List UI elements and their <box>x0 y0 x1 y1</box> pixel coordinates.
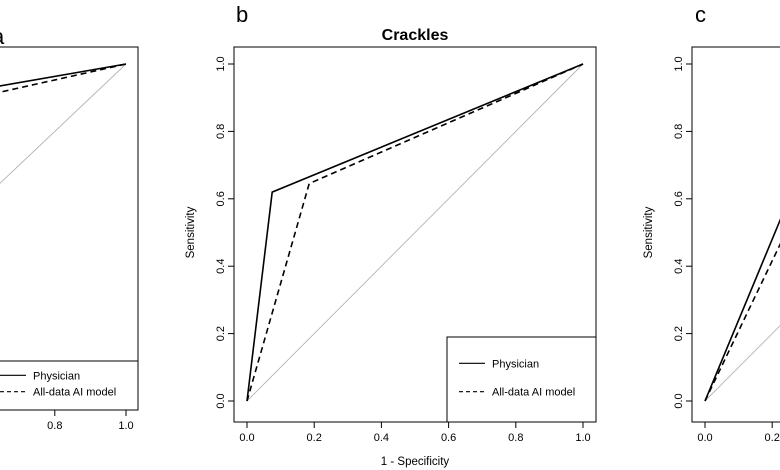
y-tick-label: 0.4 <box>215 259 227 274</box>
y-tick-label: 1.0 <box>673 56 685 71</box>
plot-frame <box>691 46 780 423</box>
roc-curve-ai-model <box>704 242 780 402</box>
y-tick-label: 0.4 <box>673 259 685 274</box>
x-tick-label: 1.0 <box>575 432 590 444</box>
y-tick-label: 0.2 <box>673 326 685 341</box>
roc-curve-ai-model <box>0 63 127 94</box>
chart-title: Crackles <box>382 27 449 44</box>
y-axis-label: Sensitivity <box>643 206 655 258</box>
x-tick-label: 0.8 <box>47 420 62 432</box>
roc-panel-a: 0.8 1.0 a Physician All-data AI model <box>0 24 139 432</box>
legend-box <box>0 360 139 411</box>
x-tick-label: 0.0 <box>239 432 254 444</box>
x-axis-label: 1 - Specificity <box>381 456 450 468</box>
roc-curve-physician <box>704 218 780 402</box>
panel-letter: a <box>0 24 5 49</box>
legend-entry: Physician <box>33 370 80 382</box>
x-tick-label: 0.2 <box>765 432 780 444</box>
plot-frame <box>0 46 139 362</box>
x-tick-label: 0.8 <box>508 432 523 444</box>
diagonal-reference-line <box>0 63 127 184</box>
roc-panel-c: 0.0 0.2 0.0 0.2 0.4 0.6 0.8 1.0 Sensitivity c <box>643 2 780 444</box>
diagonal-reference-line <box>246 63 584 402</box>
y-tick-label: 0.6 <box>673 191 685 206</box>
y-tick-label: 1.0 <box>215 56 227 71</box>
x-tick-label: 0.4 <box>374 432 389 444</box>
y-tick-label: 0.8 <box>215 124 227 139</box>
x-tick-label: 0.6 <box>441 432 456 444</box>
y-tick-label: 0.0 <box>215 393 227 408</box>
y-tick-label: 0.0 <box>673 393 685 408</box>
roc-curve-physician <box>0 63 127 87</box>
y-tick-label: 0.6 <box>215 191 227 206</box>
legend-entry: All-data AI model <box>492 387 575 399</box>
legend: Physician All-data AI model <box>0 360 139 411</box>
legend: Physician All-data AI model <box>446 336 597 423</box>
y-tick-label: 0.2 <box>215 326 227 341</box>
legend-entry: Physician <box>492 358 539 370</box>
x-tick-label: 0.2 <box>307 432 322 444</box>
x-tick-label: 1.0 <box>118 420 133 432</box>
legend-box <box>446 336 597 423</box>
roc-curve-physician <box>246 63 584 402</box>
roc-curve-ai-model <box>246 63 584 402</box>
panel-letter: c <box>695 2 706 27</box>
diagonal-reference-line <box>704 325 780 402</box>
x-tick-label: 0.0 <box>697 432 712 444</box>
roc-panel-b: 0.0 0.2 0.4 0.6 0.8 1.0 0.0 0.2 0.4 0.6 0.8 1.0 Sens… <box>185 2 597 468</box>
y-axis-label: Sensitivity <box>185 206 197 258</box>
y-tick-label: 0.8 <box>673 124 685 139</box>
panel-letter: b <box>236 2 248 27</box>
legend-entry: All-data AI model <box>33 387 116 399</box>
